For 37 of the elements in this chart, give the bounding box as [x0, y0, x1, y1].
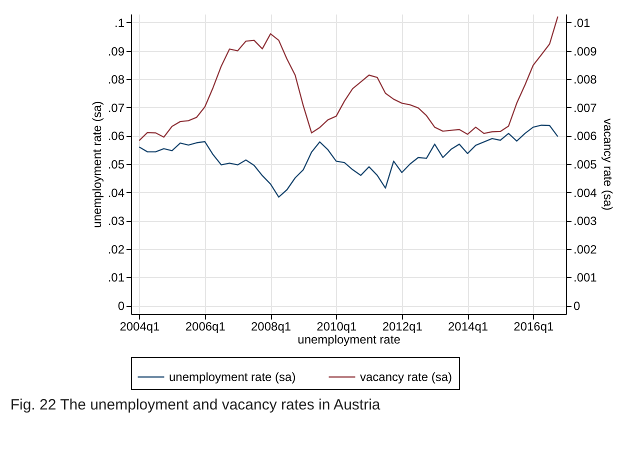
text: Fig. 22 The unemployment and vacancy rates in Austria	[10, 396, 381, 414]
y-tick-label: .09	[108, 44, 125, 58]
x-tick-label: 2014q1	[448, 320, 488, 334]
y2-axis-title: vacancy rate (sa)	[600, 118, 615, 211]
y2-tick-label: .005	[574, 158, 598, 172]
y-tick-label: .04	[108, 186, 125, 200]
x-tick-label: 2012q1	[382, 320, 423, 334]
y-tick-label: 0	[118, 299, 125, 314]
y2-tick-label: .006	[574, 129, 598, 144]
y-tick-label: .08	[108, 72, 125, 87]
x-tick-label: 2004q1	[120, 320, 160, 334]
y-tick-label: .06	[108, 129, 125, 144]
y-tick-label: .02	[108, 242, 125, 256]
legend-label: unemployment rate (sa)	[169, 370, 296, 384]
line-series	[138, 124, 558, 198]
y2-tick-label: .003	[574, 214, 598, 228]
x-tick-label: 2006q1	[185, 320, 226, 334]
y-tick-label: .07	[108, 100, 125, 115]
y2-tick-label: .01	[574, 16, 591, 30]
y2-tick-label: .004	[574, 186, 598, 200]
y2-tick-label: .002	[574, 242, 598, 256]
legend-label: vacancy rate (sa)	[360, 370, 452, 384]
y-tick-label: .05	[108, 158, 125, 172]
x-tick-label: 2008q1	[251, 320, 292, 334]
y2-tick-label: .001	[574, 270, 598, 285]
y-axis-title: unemployment rate (sa)	[90, 101, 104, 228]
y2-tick-label: .008	[574, 72, 598, 87]
y2-tick-label: .007	[574, 100, 598, 115]
x-tick-label: 2010q1	[316, 320, 358, 334]
y-tick-label: .01	[108, 270, 125, 285]
y2-tick-label: 0	[574, 299, 580, 314]
line-series	[138, 16, 558, 142]
x-axis-title: unemployment rate	[298, 332, 401, 346]
y-tick-label: .1	[114, 16, 125, 30]
y2-tick-label: .009	[574, 44, 598, 58]
y-tick-label: .03	[108, 214, 125, 228]
x-tick-label: 2016q1	[514, 320, 554, 334]
